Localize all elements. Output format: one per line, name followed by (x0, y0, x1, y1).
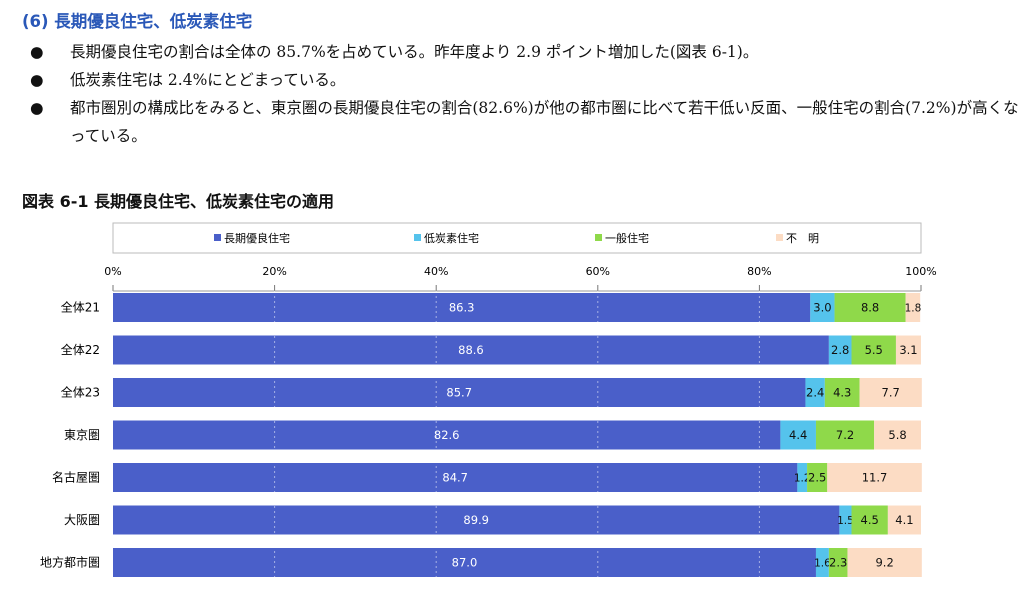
bullet-list: ● 長期優良住宅の割合は全体の 85.7%を占めている。昨年度より 2.9 ポイ… (30, 38, 1020, 150)
bar-segment (113, 293, 811, 322)
bullet-text: 都市圏別の構成比をみると、東京圏の長期優良住宅の割合(82.6%)が他の都市圏に… (70, 99, 1019, 145)
bar-segment (113, 378, 806, 407)
x-tick-label: 60% (586, 265, 610, 278)
data-label: 11.7 (862, 471, 888, 485)
data-label: 8.8 (861, 301, 879, 315)
data-label: 7.2 (836, 428, 854, 442)
bar-segment (113, 463, 798, 492)
legend-label: 不 明 (786, 232, 819, 245)
bullet-item: ● 都市圏別の構成比をみると、東京圏の長期優良住宅の割合(82.6%)が他の都市… (30, 94, 1020, 150)
figure-title: 図表 6-1 長期優良住宅、低炭素住宅の適用 (22, 192, 335, 211)
category-label: 全体21 (61, 300, 100, 315)
data-label: 2.8 (831, 343, 849, 357)
bullet-dot: ● (30, 99, 44, 117)
data-label: 1.2 (794, 473, 811, 485)
data-label: 2.5 (808, 471, 826, 485)
bullet-text: 低炭素住宅は 2.4%にとどまっている。 (70, 71, 346, 89)
x-tick-label: 0% (104, 265, 121, 278)
bullet-item: ● 長期優良住宅の割合は全体の 85.7%を占めている。昨年度より 2.9 ポイ… (30, 38, 1020, 66)
bar-segment (895, 335, 921, 365)
bar-segment (113, 335, 829, 365)
section-heading: (6) 長期優良住宅、低炭素住宅 (22, 12, 253, 31)
bar-segment (905, 293, 921, 322)
data-label: 4.4 (789, 428, 807, 442)
bar-segment (780, 420, 816, 450)
legend-swatch (214, 234, 221, 241)
category-label: 名古屋圏 (52, 470, 100, 485)
legend-label: 長期優良住宅 (224, 231, 290, 245)
data-label: 87.0 (452, 556, 478, 570)
bar-segment (847, 548, 922, 577)
bar-segment (807, 463, 828, 492)
bar-segment (839, 505, 852, 535)
data-label: 2.3 (829, 556, 847, 570)
data-label: 89.9 (463, 513, 489, 527)
bar-segment (828, 548, 848, 577)
category-label: 地方都市圏 (40, 555, 100, 570)
data-label: 82.6 (434, 428, 460, 442)
data-label: 4.5 (861, 513, 879, 527)
bar-segment (810, 293, 835, 322)
data-label: 85.7 (446, 386, 472, 400)
x-tick-label: 80% (747, 265, 771, 278)
bar-segment (828, 335, 852, 365)
x-tick-label: 40% (424, 265, 448, 278)
bar-segment (824, 378, 860, 407)
x-tick-label: 20% (262, 265, 286, 278)
data-label: 84.7 (442, 471, 468, 485)
legend-swatch (776, 234, 783, 241)
legend-swatch (595, 234, 602, 241)
bar-segment (827, 463, 922, 492)
bullet-text: 長期優良住宅の割合は全体の 85.7%を占めている。昨年度より 2.9 ポイント… (70, 43, 759, 61)
bar-segment (797, 463, 808, 492)
x-tick-label: 100% (905, 265, 936, 278)
bullet-dot: ● (30, 71, 44, 89)
bar-segment (874, 420, 921, 450)
bar-segment (815, 548, 829, 577)
bar-segment (834, 293, 906, 322)
category-label: 全体22 (61, 342, 100, 357)
data-label: 3.0 (813, 301, 831, 315)
bullet-item: ● 低炭素住宅は 2.4%にとどまっている。 (30, 66, 1020, 94)
data-label: 1.5 (837, 515, 854, 527)
bar-segment (851, 505, 888, 535)
data-label: 1.8 (905, 303, 922, 315)
bar-segment (859, 378, 922, 407)
category-label: 東京圏 (64, 428, 100, 442)
data-label: 2.4 (806, 386, 824, 400)
data-label: 3.1 (899, 343, 917, 357)
bullet-dot: ● (30, 43, 44, 61)
bar-segment (113, 548, 816, 577)
legend-box (112, 222, 922, 254)
bar-segment (887, 505, 921, 535)
category-label: 全体23 (61, 385, 100, 400)
category-label: 大阪圏 (64, 513, 100, 527)
bar-segment (851, 335, 896, 365)
data-label: 4.1 (895, 513, 913, 527)
bar-segment (113, 505, 840, 535)
data-label: 88.6 (458, 343, 484, 357)
bar-segment (805, 378, 825, 407)
legend-label: 低炭素住宅 (424, 231, 479, 245)
data-label: 5.8 (888, 428, 906, 442)
data-label: 86.3 (449, 301, 475, 315)
bar-segment (815, 420, 875, 450)
data-label: 5.5 (865, 343, 883, 357)
data-label: 9.2 (875, 556, 893, 570)
legend-swatch (414, 234, 421, 241)
bar-segment (113, 420, 781, 450)
data-label: 7.7 (882, 386, 900, 400)
legend-label: 一般住宅 (605, 231, 649, 245)
data-label: 4.3 (833, 386, 851, 400)
data-label: 1.6 (814, 558, 831, 570)
